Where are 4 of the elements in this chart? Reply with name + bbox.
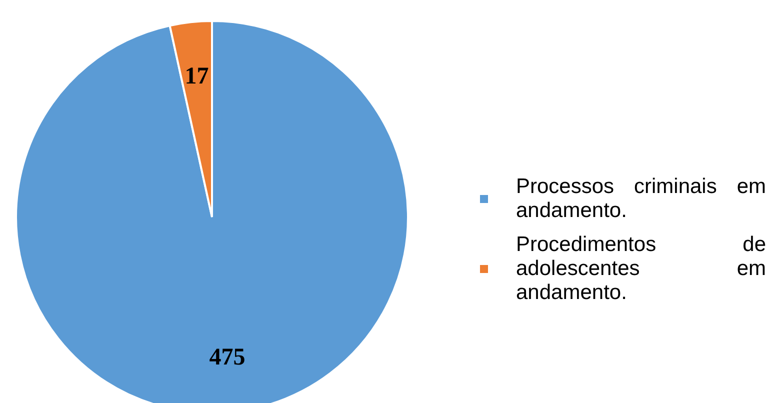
- data-label: 17: [184, 64, 209, 90]
- data-label: 475: [209, 344, 246, 370]
- legend-label: Processos criminais em andamento.: [516, 175, 766, 223]
- legend-label: Procedimentos de adolescentes em andamento.: [516, 233, 766, 305]
